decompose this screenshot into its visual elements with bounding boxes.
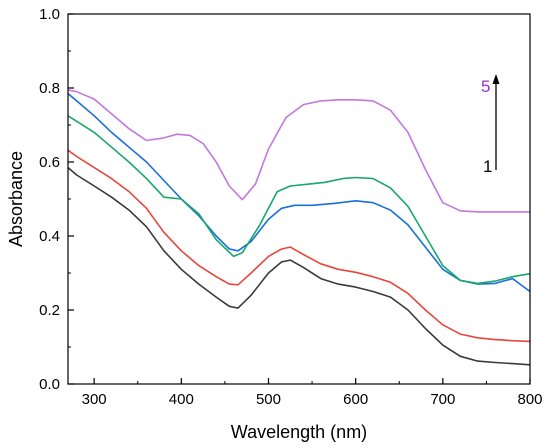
x-axis-title: Wavelength (nm) bbox=[231, 422, 367, 442]
y-tick-label: 0.8 bbox=[39, 80, 60, 97]
y-tick-label: 0.6 bbox=[39, 154, 60, 171]
series-line-1 bbox=[67, 166, 531, 366]
y-tick-label: 0.2 bbox=[39, 302, 60, 319]
series-line-3 bbox=[67, 92, 531, 293]
x-tick-label: 500 bbox=[256, 391, 281, 408]
annotation-layer: 1 5 bbox=[481, 74, 500, 176]
x-tick-label: 300 bbox=[82, 391, 107, 408]
y-tick-label: 0.4 bbox=[39, 228, 60, 245]
series-start-label: 1 bbox=[483, 157, 492, 176]
x-tick-label: 800 bbox=[517, 391, 542, 408]
x-tick-label: 700 bbox=[430, 391, 455, 408]
x-tick-label: 400 bbox=[169, 391, 194, 408]
x-tick-label: 600 bbox=[343, 391, 368, 408]
annotation-arrow-head bbox=[492, 74, 500, 84]
y-tick-label: 1.0 bbox=[39, 6, 60, 23]
ticks-layer: 300 400 500 600 700 800 0.0 0.2 0.4 0.6 0.8 1.0 bbox=[39, 6, 542, 408]
series-line-2 bbox=[67, 149, 531, 343]
series-line-5 bbox=[67, 89, 530, 213]
y-tick-label: 0.0 bbox=[39, 376, 60, 393]
series-end-label: 5 bbox=[481, 77, 490, 96]
series-layer bbox=[67, 89, 531, 366]
series-line-4 bbox=[67, 115, 531, 285]
y-axis-title: Absorbance bbox=[6, 151, 26, 247]
